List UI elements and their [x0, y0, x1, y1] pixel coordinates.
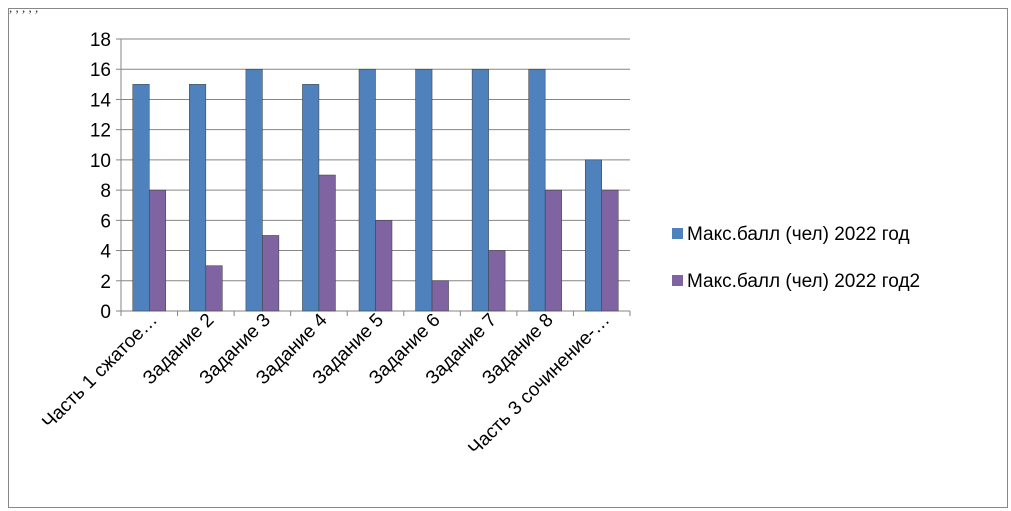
y-tick-label: 2	[100, 272, 111, 293]
bar-series-2	[318, 174, 336, 312]
bar-series-2	[205, 265, 223, 312]
y-tick-label: 16	[90, 60, 111, 81]
bar-series-2	[375, 220, 393, 312]
y-tick-label: 0	[100, 302, 111, 323]
legend-swatch	[672, 228, 683, 239]
bar-series-2	[488, 250, 506, 312]
y-tick-label: 14	[90, 90, 112, 111]
bar-series-1	[245, 68, 263, 312]
y-tick-label: 8	[100, 181, 111, 202]
legend-label: Макс.балл (чел) 2022 год2	[687, 271, 920, 292]
legend-label: Макс.балл (чел) 2022 год	[687, 224, 910, 245]
y-tick-label: 12	[90, 121, 111, 142]
bar-series-2	[601, 189, 619, 312]
y-tick-label: 6	[100, 211, 111, 232]
bar-series-1	[358, 68, 376, 312]
bar-series-1	[471, 68, 489, 312]
header-fragment: , , , , ,	[9, 0, 39, 15]
y-tick-label: 10	[90, 151, 111, 172]
chart-frame: , , , , , 0 2 4 6 8 10 12 14 16 18 Часть 1 сжатое……	[8, 0, 1008, 508]
legend-swatch	[672, 275, 683, 286]
bar-series-1	[415, 68, 433, 312]
bar-series-2	[262, 235, 280, 312]
bar-series-2	[544, 189, 562, 312]
bar-series-1	[584, 159, 602, 312]
bar-series-1	[189, 84, 207, 312]
y-tick-label: 18	[90, 30, 111, 51]
bar-series-1	[132, 84, 150, 312]
bar-series-2	[149, 189, 167, 312]
bar-series-2	[431, 280, 449, 312]
bar-series-1	[302, 84, 320, 312]
y-tick-label: 4	[100, 242, 111, 263]
bar-series-1	[528, 68, 546, 312]
